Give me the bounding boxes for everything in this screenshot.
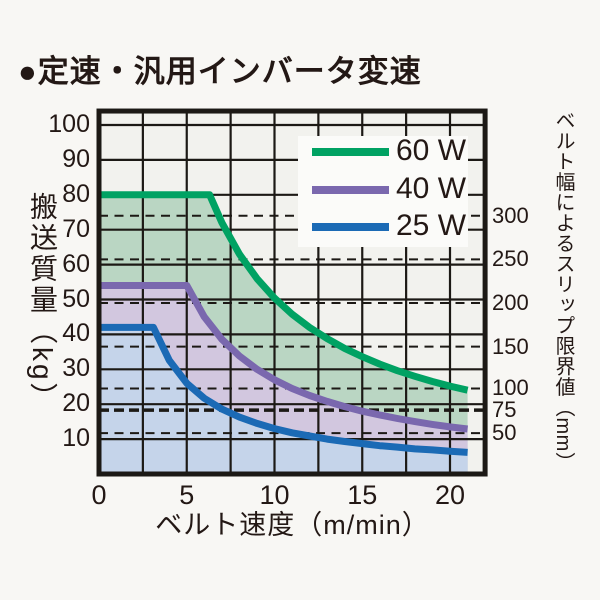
x-axis-label: ベルト速度（m/min） [155,510,430,540]
right-tick-label: 50 [492,420,517,446]
x-tick-label: 10 [259,480,290,510]
x-tick-label: 20 [434,480,466,510]
series-curve-25W [99,323,468,456]
legend-label: 40 W [396,172,467,205]
right-tick-label: 250 [492,246,529,272]
page-title: ●定速・汎用インバータ変速 [18,54,422,89]
y-axis-label-right: ベルト幅によるスリップ限界値（mm） [552,110,574,473]
plot-border [96,108,488,477]
x-tick-label: 15 [347,480,378,510]
series-curve-40W [99,282,469,433]
y-tick-label: 80 [62,179,90,208]
y-tick-label: 50 [62,284,90,313]
y-tick-label: 100 [48,110,90,138]
right-tick-label: 150 [492,333,529,359]
y-tick-label: 90 [62,144,90,173]
x-tick-label: 0 [91,480,107,510]
right-tick-label: 100 [492,375,529,401]
legend-label: 25 W [396,209,467,242]
y-tick-label: 30 [62,354,90,383]
y-tick-label: 40 [62,319,90,348]
right-tick-label: 200 [492,289,529,315]
right-tick-label: 75 [492,397,517,423]
x-tick-label: 5 [179,480,195,510]
y-axis-label-left: 搬送質量（kg） [27,192,58,414]
y-tick-label: 60 [62,249,90,278]
legend-label: 60 W [396,134,467,167]
area-fill-25W [99,327,468,474]
right-tick-label: 300 [492,202,529,228]
y-tick-label: 10 [62,424,90,453]
y-tick-label: 70 [62,214,90,243]
y-tick-label: 20 [62,389,90,418]
series-curve-60W [99,191,469,394]
